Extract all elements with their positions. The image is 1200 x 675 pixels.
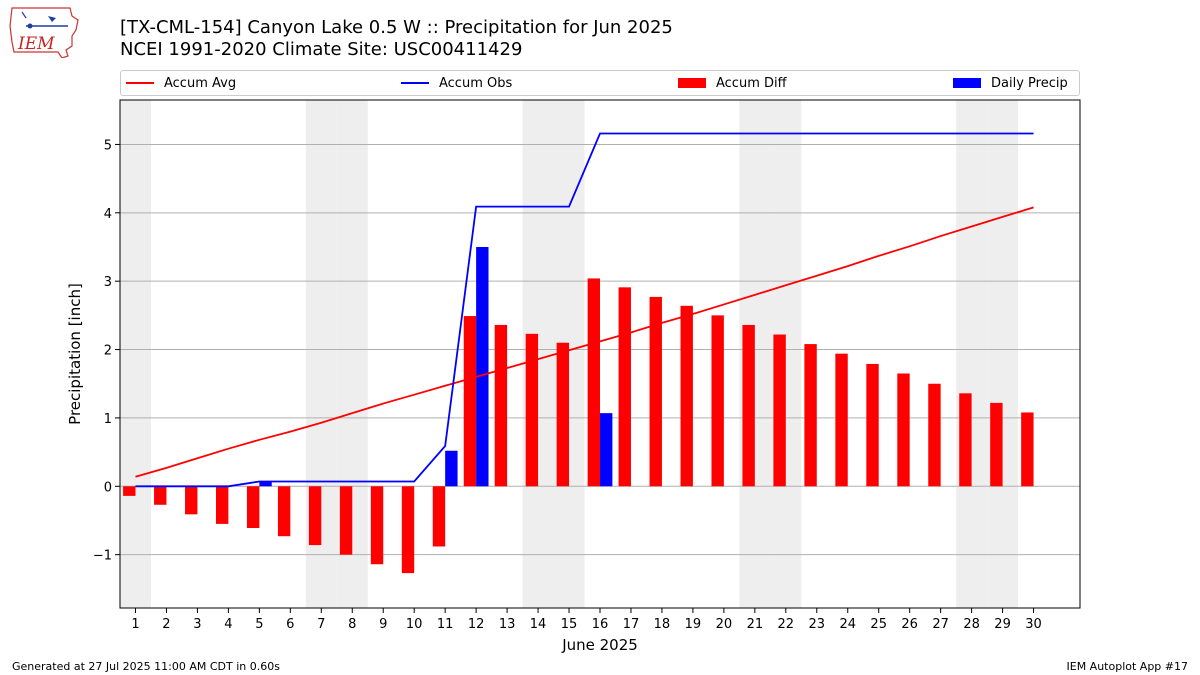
accum-diff-bar-day-11: [432, 486, 446, 547]
x-tick-label-22: 22: [778, 617, 795, 632]
daily-precip-bar-day-12: [476, 246, 489, 487]
x-tick-label-18: 18: [654, 617, 671, 632]
x-tick-label-9: 9: [379, 617, 387, 632]
y-tick-label-1: 1: [104, 412, 112, 427]
x-tick-label-12: 12: [468, 617, 485, 632]
accum-diff-bar-day-6: [277, 486, 291, 537]
accum-diff-bar-day-19: [680, 305, 693, 487]
iem-logo: IEM: [9, 7, 79, 58]
x-tick-label-10: 10: [406, 617, 423, 632]
accum-avg-line: [135, 206, 1034, 478]
legend-item-accum-avg: Accum Avg: [126, 71, 236, 95]
x-tick-label-2: 2: [162, 617, 170, 632]
accum-diff-bar-day-3: [185, 486, 198, 515]
legend-label-accum-avg: Accum Avg: [164, 75, 237, 91]
x-axis-label: June 2025: [561, 636, 638, 654]
accum-diff-bar-day-12: [463, 316, 477, 487]
y-tick-label-0: 0: [104, 480, 112, 495]
y-tick-label-5: 5: [104, 138, 112, 153]
accum-diff-bar-day-15: [556, 342, 570, 487]
x-tick-label-4: 4: [224, 617, 232, 632]
x-tick-label-24: 24: [839, 617, 856, 632]
y-tick-label-2: 2: [104, 344, 112, 359]
accum-diff-bar-day-5: [246, 486, 260, 529]
legend-swatch-daily-precip: [953, 78, 981, 88]
x-tick-label-29: 29: [994, 617, 1011, 632]
x-tick-label-5: 5: [255, 617, 263, 632]
y-axis-label: Precipitation [inch]: [66, 283, 84, 425]
generated-footer: Generated at 27 Jul 2025 11:00 AM CDT in…: [12, 660, 280, 673]
app-footer: IEM Autoplot App #17: [1066, 660, 1189, 673]
x-tick-label-11: 11: [437, 617, 454, 632]
x-tick-label-3: 3: [193, 617, 201, 632]
weekend-shade-day-28: [956, 100, 988, 608]
x-tick-label-28: 28: [963, 617, 980, 632]
x-tick-label-6: 6: [286, 617, 294, 632]
weekend-shade-day-1: [120, 100, 151, 608]
accum-diff-bar-day-23: [804, 344, 817, 487]
chart-legend: Accum Avg Accum Obs Accum Diff Daily Pre…: [120, 70, 1080, 96]
x-tick-label-30: 30: [1025, 617, 1042, 632]
legend-label-accum-obs: Accum Obs: [439, 75, 513, 91]
legend-label-daily-precip: Daily Precip: [991, 75, 1068, 91]
y-tick-label-4: 4: [104, 207, 112, 222]
accum-diff-bar-day-16: [587, 278, 600, 487]
weekend-shade-day-29: [987, 100, 1019, 608]
x-tick-label-8: 8: [348, 617, 356, 632]
x-tick-label-14: 14: [530, 617, 547, 632]
accum-diff-bar-day-9: [370, 486, 384, 565]
x-tick-label-1: 1: [131, 617, 139, 632]
legend-item-accum-obs: Accum Obs: [401, 71, 512, 95]
svg-text:IEM: IEM: [17, 34, 55, 54]
legend-swatch-accum-obs: [401, 82, 429, 84]
accum-diff-bar-day-14: [525, 333, 539, 487]
accum-diff-bar-day-21: [742, 324, 755, 487]
x-tick-label-26: 26: [901, 617, 918, 632]
y-tick-label-3: 3: [104, 275, 112, 290]
y-tick-label--1: −1: [93, 549, 112, 564]
accum-diff-bar-day-17: [618, 287, 631, 487]
x-tick-label-23: 23: [809, 617, 826, 632]
x-tick-label-13: 13: [499, 617, 516, 632]
legend-swatch-accum-avg: [126, 82, 154, 84]
x-tick-label-27: 27: [932, 617, 949, 632]
accum-diff-bar-day-2: [154, 486, 167, 505]
x-tick-label-17: 17: [623, 617, 640, 632]
x-tick-label-19: 19: [685, 617, 702, 632]
x-tick-label-21: 21: [747, 617, 764, 632]
x-tick-label-7: 7: [317, 617, 325, 632]
x-tick-label-20: 20: [716, 617, 733, 632]
chart-title: [TX-CML-154] Canyon Lake 0.5 W :: Precip…: [120, 17, 673, 38]
accum-diff-bar-day-8: [339, 486, 353, 555]
accum-diff-bar-day-10: [401, 486, 415, 574]
accum-diff-bar-day-22: [773, 334, 786, 487]
accum-diff-bar-day-13: [494, 324, 508, 487]
accum-diff-bar-day-27: [928, 383, 941, 487]
accum-diff-bar-day-26: [897, 373, 910, 487]
daily-precip-bar-day-5: [259, 481, 272, 487]
accum-obs-line: [135, 132, 1034, 488]
accum-diff-bar-day-29: [990, 402, 1003, 487]
legend-label-accum-diff: Accum Diff: [716, 75, 787, 91]
daily-precip-bar-day-16: [600, 413, 613, 487]
x-tick-label-25: 25: [870, 617, 887, 632]
accum-diff-bar-day-28: [959, 393, 972, 487]
accum-diff-bar-day-20: [711, 315, 724, 487]
accum-diff-bar-day-25: [866, 363, 879, 487]
x-tick-label-15: 15: [561, 617, 578, 632]
accum-diff-bar-day-1: [123, 486, 136, 496]
accum-diff-bar-day-30: [1021, 412, 1034, 487]
legend-item-accum-diff: Accum Diff: [678, 71, 787, 95]
legend-swatch-accum-diff: [678, 78, 706, 88]
daily-precip-bar-day-11: [445, 450, 458, 487]
legend-item-daily-precip: Daily Precip: [953, 71, 1068, 95]
accum-diff-bar-day-18: [649, 296, 662, 487]
x-tick-label-16: 16: [592, 617, 609, 632]
accum-diff-bar-day-4: [216, 486, 229, 524]
chart-subtitle: NCEI 1991-2020 Climate Site: USC00411429: [120, 39, 523, 60]
accum-diff-bar-day-24: [835, 353, 848, 487]
accum-diff-bar-day-7: [308, 486, 322, 546]
